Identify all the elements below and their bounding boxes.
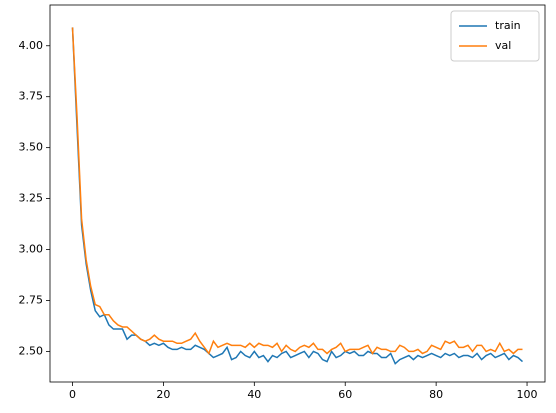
- plot-frame: [49, 4, 546, 383]
- y-tick-label: 3.25: [19, 192, 44, 205]
- legend-box: [450, 10, 540, 62]
- x-tick-label: 60: [338, 388, 352, 401]
- x-tick-label: 100: [517, 388, 538, 401]
- x-tick-label: 80: [429, 388, 443, 401]
- line-series: [71, 27, 523, 356]
- y-tick-label: 4.00: [19, 39, 44, 52]
- x-tick-label: 0: [69, 388, 76, 401]
- x-tick-label: 40: [247, 388, 261, 401]
- y-tick-label: 3.75: [19, 90, 44, 103]
- y-tick-label: 2.50: [19, 344, 44, 357]
- y-tick-label: 2.75: [19, 293, 44, 306]
- legend-label: val: [495, 39, 511, 52]
- line-series: [71, 27, 524, 365]
- x-tick-label: 20: [156, 388, 170, 401]
- y-tick-label: 3.00: [19, 243, 44, 256]
- y-tick-label: 3.50: [19, 141, 44, 154]
- legend-label: train: [495, 19, 521, 32]
